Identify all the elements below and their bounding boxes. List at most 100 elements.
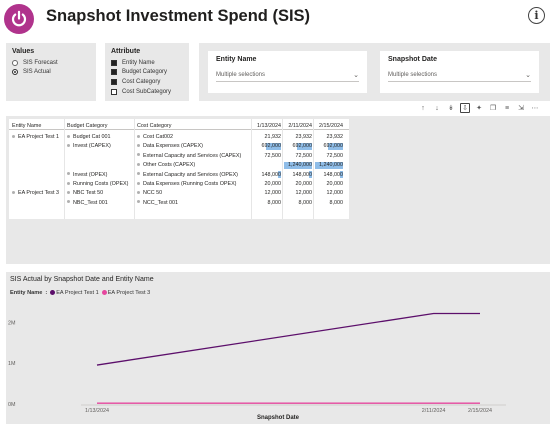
arrow-down-icon[interactable]: ↓ [435,104,439,112]
drill-mode-icon[interactable]: ⇩ [460,103,470,113]
expand-icon[interactable] [137,172,140,176]
expand-icon[interactable] [137,181,140,185]
attribute-slicer-title: Attribute [111,48,141,55]
cell-budget-category: NBC Test 50 [67,190,103,196]
snapshot-date-dropdown[interactable]: Multiple selections ⌄ [388,69,531,82]
attribute-option-label: Budget Category [122,69,168,76]
arrow-up-icon[interactable]: ↑ [421,104,425,112]
expand-icon[interactable] [12,134,15,138]
power-icon [11,10,27,27]
column-header-date-2[interactable]: 2/11/2024 [288,122,312,129]
expand-icon[interactable] [67,181,70,185]
data-bar [265,142,281,150]
double-arrow-down-icon[interactable]: ↡ [448,105,454,112]
expand-icon[interactable] [137,162,140,166]
chevron-down-icon[interactable]: ⌄ [353,72,359,79]
cell-budget-category-text: NBC Test 50 [73,190,104,197]
legend-title: Entity Name [10,289,43,296]
x-tick-label: 2/15/2024 [468,408,492,414]
snapshot-date-dropdown-value: Multiple selections [388,72,438,78]
filter-icon[interactable]: ≡ [504,104,510,112]
table-row[interactable]: Other Costs (CAPEX) 1,240,000 1,240,000 [9,161,349,170]
values-slicer: Values SIS Forecast SIS Actual [6,43,96,101]
attribute-option-cost-category[interactable]: Cost Category [111,77,183,87]
info-icon[interactable]: i [528,7,545,24]
cell-entity-name: EA Project Test 1 [12,134,59,140]
x-axis-label: Snapshot Date [257,415,300,421]
cell-value: 692,000 [261,143,282,150]
expand-icon[interactable] [137,143,140,147]
attribute-option-entity-name[interactable]: Entity Name [111,58,183,68]
table-row[interactable]: NBC_Test 001 NCC_Test 001 8,000 8,000 8,000 [9,198,349,207]
entity-name-dropdown-value: Multiple selections [216,72,266,78]
expand-icon[interactable] [12,190,15,194]
expand-icon[interactable] [137,190,140,194]
radio-icon[interactable] [12,59,18,66]
column-header-budget-category[interactable]: Budget Category [67,122,108,129]
legend-label: EA Project Test 1 [56,290,99,296]
expand-icon[interactable] [137,200,140,204]
column-header-date-1[interactable]: 1/13/2024 [257,122,281,129]
attribute-option-budget-category[interactable]: Budget Category [111,68,183,78]
table-row[interactable]: Invest (OPEX) External Capacity and Servi… [9,170,349,179]
cell-value: 12,000 [295,190,313,197]
cell-budget-category: Invest (CAPEX) [67,143,111,149]
expand-icon[interactable] [67,200,70,204]
checkbox-checked-icon[interactable] [111,78,117,85]
focus-mode-icon[interactable]: ⇲ [518,105,524,112]
pin-icon[interactable]: ✦ [476,105,482,112]
series-line-ea-project-test-1[interactable] [96,312,480,366]
data-bar [315,161,343,169]
legend-item-ea-project-test-1[interactable]: EA Project Test 1 [50,289,99,296]
cell-cost-category: Other Costs (CAPEX) [137,162,195,168]
expand-icon[interactable] [137,134,140,138]
legend-marker [50,289,56,295]
table-row[interactable]: External Capacity and Services (CAPEX) 72… [9,151,349,160]
column-header-date-3[interactable]: 2/15/2024 [319,122,343,129]
radio-selected-icon[interactable] [12,69,18,76]
expand-icon[interactable] [67,190,70,194]
values-option-sis-forecast[interactable]: SIS Forecast [12,58,90,68]
column-header-entity-name[interactable]: Entity Name [12,122,42,129]
legend-item-ea-project-test-3[interactable]: EA Project Test 3 [101,289,150,296]
column-divider [251,119,252,219]
y-tick-label: 1M [8,361,16,367]
checkbox-checked-icon[interactable] [111,69,117,76]
copy-icon[interactable]: ❐ [489,105,497,112]
cell-value: 20,000 [326,181,344,187]
expand-icon[interactable] [67,143,70,147]
cell-value: 23,932 [295,134,313,140]
more-options-icon[interactable]: ⋯ [531,105,539,112]
column-header-cost-category[interactable]: Cost Category [137,122,172,129]
chevron-down-icon[interactable]: ⌄ [525,72,531,79]
attribute-option-label: Entity Name [122,59,155,66]
cell-value: 8,000 [267,199,282,206]
entity-name-dropdown[interactable]: Multiple selections ⌄ [216,69,359,82]
cell-cost-category: Data Expenses (CAPEX) [137,143,203,149]
table-row[interactable]: Running Costs (OPEX) Data Expenses (Runni… [9,180,349,189]
values-option-sis-actual[interactable]: SIS Actual [12,68,90,78]
expand-icon[interactable] [67,134,70,138]
data-bar [308,171,312,179]
table-row[interactable]: EA Project Test 1 Budget Cat 001 Cost Cat0… [9,133,349,142]
cell-value: 72,500 [264,152,282,159]
cell-cost-category-text: Cost Cat002 [143,134,173,140]
cell-cost-category: Cost Cat002 [137,134,173,140]
expand-icon[interactable] [137,153,140,157]
cell-cost-category-text: NCC 50 [143,190,163,197]
attribute-slicer: Attribute Entity Name Budget Category Co… [105,43,189,101]
cell-value: 692,000 [292,143,313,150]
expand-icon[interactable] [67,172,70,176]
column-divider [64,119,65,219]
cell-cost-category-text: Data Expenses (Running Costs OPEX) [143,181,237,187]
checkbox-unchecked-icon[interactable] [111,88,117,95]
table-row[interactable]: Invest (CAPEX) Data Expenses (CAPEX) 692,0… [9,142,349,151]
column-divider [313,119,314,219]
matrix-table: Entity Name Budget Category Cost Categor… [9,119,349,219]
table-row[interactable]: EA Project Test 3 NBC Test 50 NCC 50 12,000… [9,189,349,198]
cell-cost-category-text: External Capacity and Services (CAPEX) [143,152,242,159]
data-bar [327,142,343,150]
attribute-option-cost-subcategory[interactable]: Cost SubCategory [111,87,183,97]
checkbox-checked-icon[interactable] [111,59,117,66]
column-divider [282,119,283,219]
